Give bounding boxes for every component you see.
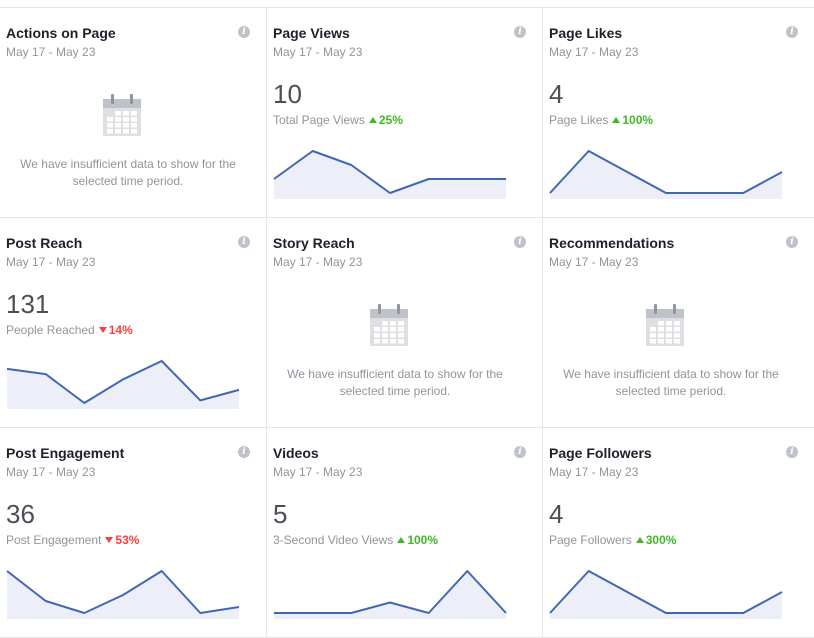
info-icon[interactable]: i: [786, 446, 798, 458]
info-icon[interactable]: i: [514, 446, 526, 458]
videos-sparkline-line: [274, 570, 507, 614]
videos-delta: 100%: [397, 533, 438, 547]
videos-metric: 3-Second Video Views 100%: [273, 533, 438, 547]
calendar-icon: [646, 304, 684, 346]
post-reach-sparkline-line: [6, 360, 240, 404]
recommendations-date-range: May 17 - May 23: [549, 255, 639, 269]
post-reach-sparkline: [6, 360, 240, 409]
triangle-up-icon: [397, 537, 406, 543]
triangle-down-icon: [98, 327, 107, 333]
triangle-down-icon: [105, 537, 114, 543]
post-engagement-sparkline-line: [6, 570, 240, 614]
triangle-up-icon: [368, 117, 377, 123]
post-engagement-title[interactable]: Post Engagement: [6, 445, 125, 461]
page-views-metric-label: Total Page Views: [273, 113, 365, 127]
story-reach-card[interactable]: Story Reach May 17 - May 23 i We have insuf…: [267, 218, 543, 428]
page-likes-sparkline: [549, 150, 783, 199]
page-followers-delta: 300%: [635, 533, 677, 547]
page-views-sparkline-line: [273, 150, 506, 194]
page-followers-sparkline-area: [550, 571, 782, 619]
page-likes-sparkline-area: [550, 151, 782, 199]
info-icon[interactable]: i: [514, 236, 526, 248]
story-reach-title[interactable]: Story Reach: [273, 235, 355, 251]
page-followers-title[interactable]: Page Followers: [549, 445, 652, 461]
post-reach-date-range: May 17 - May 23: [6, 255, 96, 269]
videos-sparkline: [274, 570, 507, 619]
page-likes-date-range: May 17 - May 23: [549, 45, 639, 59]
post-reach-delta-value: 14%: [108, 323, 133, 337]
recommendations-empty-message: We have insufficient data to show for th…: [563, 367, 779, 398]
page-views-value: 10: [273, 79, 302, 109]
post-reach-metric: People Reached 14%: [6, 323, 133, 337]
post-engagement-value: 36: [6, 499, 35, 529]
actions-on-page-title[interactable]: Actions on Page: [6, 25, 116, 41]
info-icon[interactable]: i: [786, 236, 798, 248]
videos-delta-value: 100%: [407, 533, 439, 547]
story-reach-empty-message: We have insufficient data to show for th…: [287, 367, 503, 398]
info-icon[interactable]: i: [786, 26, 798, 38]
page-followers-date-range: May 17 - May 23: [549, 465, 639, 479]
post-reach-sparkline-area: [7, 361, 239, 409]
page-likes-title[interactable]: Page Likes: [549, 25, 623, 41]
videos-sparkline-area: [274, 571, 506, 619]
post-reach-delta: 14%: [98, 323, 133, 337]
page-likes-delta: 100%: [612, 113, 653, 127]
videos-card[interactable]: Videos May 17 - May 23 i 5 3-Second Video Vi…: [267, 428, 543, 638]
info-icon[interactable]: i: [514, 26, 526, 38]
actions-on-page-empty-message: We have insufficient data to show for th…: [20, 157, 236, 188]
story-reach-date-range: May 17 - May 23: [273, 255, 363, 269]
page-followers-sparkline-line: [549, 570, 783, 614]
page-views-sparkline-area: [274, 151, 506, 199]
actions-on-page-card[interactable]: Actions on Page May 17 - May 23 i We have i…: [0, 8, 267, 218]
insights-grid: Actions on Page May 17 - May 23 i We have i…: [0, 7, 814, 638]
actions-on-page-date-range: May 17 - May 23: [6, 45, 96, 59]
recommendations-card[interactable]: Recommendations May 17 - May 23 i We have i…: [543, 218, 814, 428]
page-views-card[interactable]: Page Views May 17 - May 23 i 10 Total Page V…: [267, 8, 543, 218]
post-engagement-sparkline: [6, 570, 240, 619]
videos-date-range: May 17 - May 23: [273, 465, 363, 479]
post-engagement-card[interactable]: Post Engagement May 17 - May 23 i 36 Post En…: [0, 428, 267, 638]
page-views-delta-value: 25%: [378, 113, 403, 127]
page-followers-card[interactable]: Page Followers May 17 - May 23 i 4 Page Foll…: [543, 428, 814, 638]
post-reach-card[interactable]: Post Reach May 17 - May 23 i 131 People Reac…: [0, 218, 267, 428]
videos-metric-label: 3-Second Video Views: [273, 533, 394, 547]
post-engagement-date-range: May 17 - May 23: [6, 465, 96, 479]
page-followers-metric: Page Followers 300%: [549, 533, 676, 547]
page-views-metric: Total Page Views 25%: [273, 113, 403, 127]
page-followers-value: 4: [549, 499, 564, 529]
videos-value: 5: [273, 499, 288, 529]
page-likes-value: 4: [549, 79, 564, 109]
post-engagement-delta: 53%: [105, 533, 139, 547]
page-views-title[interactable]: Page Views: [273, 25, 350, 41]
page-views-sparkline: [273, 150, 506, 199]
page-followers-metric-label: Page Followers: [549, 533, 632, 547]
page-likes-delta-value: 100%: [622, 113, 654, 127]
page-likes-metric-label: Page Likes: [549, 113, 609, 127]
page-followers-sparkline: [549, 570, 783, 619]
post-reach-metric-label: People Reached: [6, 323, 95, 337]
post-engagement-metric: Post Engagement 53%: [6, 533, 139, 547]
page-likes-metric: Page Likes 100%: [549, 113, 653, 127]
recommendations-title[interactable]: Recommendations: [549, 235, 675, 251]
post-engagement-delta-value: 53%: [115, 533, 140, 547]
page-likes-sparkline-line: [549, 150, 783, 194]
info-icon[interactable]: i: [238, 236, 250, 248]
post-engagement-metric-label: Post Engagement: [6, 533, 102, 547]
page-views-date-range: May 17 - May 23: [273, 45, 363, 59]
page-views-delta: 25%: [368, 113, 403, 127]
info-icon[interactable]: i: [238, 26, 250, 38]
post-reach-title[interactable]: Post Reach: [6, 235, 83, 251]
triangle-up-icon: [635, 537, 644, 543]
calendar-icon: [370, 304, 408, 346]
post-reach-value: 131: [6, 289, 50, 319]
videos-title[interactable]: Videos: [273, 445, 319, 461]
triangle-up-icon: [612, 117, 621, 123]
page-likes-card[interactable]: Page Likes May 17 - May 23 i 4 Page Likes 100…: [543, 8, 814, 218]
calendar-icon: [103, 94, 141, 136]
page-followers-delta-value: 300%: [645, 533, 677, 547]
info-icon[interactable]: i: [238, 446, 250, 458]
